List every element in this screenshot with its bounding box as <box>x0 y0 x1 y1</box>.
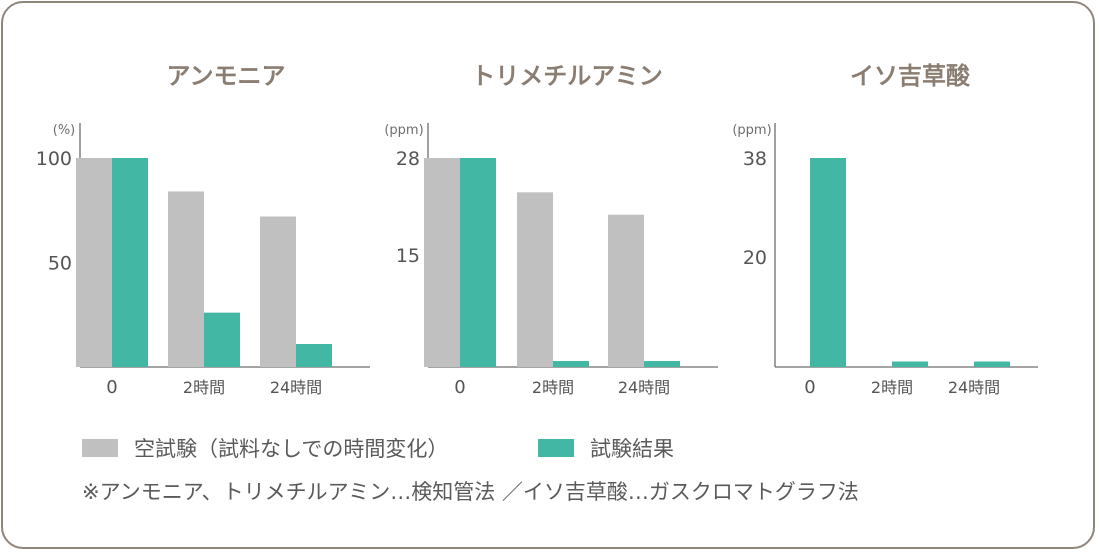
bar-charts: アンモニア (%) 100 50 0 2時間 24時間 トリメチルアミン (ppm) 28 15 0 2… <box>36 62 1038 398</box>
bar-blank <box>608 214 644 367</box>
bar-blank <box>260 216 296 367</box>
bar-result <box>296 344 332 367</box>
bar-result <box>204 312 240 367</box>
y-unit-label: (ppm) <box>384 123 423 138</box>
legend-swatch-result <box>538 439 574 457</box>
bar-result <box>553 361 589 367</box>
bar-result <box>810 158 846 367</box>
y-unit-label: (%) <box>53 123 76 138</box>
y-tick-label: 28 <box>396 148 420 170</box>
legend-result: 試験結果 <box>538 436 674 461</box>
bar-blank <box>517 192 553 367</box>
x-tick-label: 24時間 <box>618 378 670 397</box>
bar-blank <box>76 158 112 367</box>
legend-swatch-blank <box>82 439 118 457</box>
bar-blank <box>168 191 204 367</box>
chart-title: トリメチルアミン <box>471 62 663 90</box>
method-note: ※アンモニア、トリメチルアミン…検知管法 ／イソ吉草酸…ガスクロマトグラフ法 <box>82 480 859 504</box>
chart-title: アンモニア <box>166 62 285 90</box>
y-tick-label: 38 <box>743 148 767 170</box>
y-tick-label: 100 <box>36 148 72 170</box>
bar-result <box>892 361 928 367</box>
bar-result <box>974 361 1010 367</box>
y-unit-label: (ppm) <box>732 123 771 138</box>
bar-result <box>644 361 680 367</box>
y-tick-label: 15 <box>396 245 420 267</box>
x-tick-label: 24時間 <box>270 378 322 397</box>
chart-title: イソ吉草酸 <box>850 62 971 90</box>
x-tick-label: 2時間 <box>183 378 225 397</box>
bar-result <box>112 158 148 367</box>
y-tick-label: 50 <box>48 253 72 275</box>
x-tick-label: 2時間 <box>532 378 574 397</box>
x-tick-label: 0 <box>804 377 815 398</box>
x-tick-label: 0 <box>106 377 117 398</box>
bar-result <box>460 158 496 367</box>
y-tick-label: 20 <box>743 247 767 269</box>
legend-label-blank: 空試験（試料なしでの時間変化） <box>134 437 449 461</box>
legend-label-result: 試験結果 <box>590 437 674 461</box>
x-tick-label: 24時間 <box>948 378 1000 397</box>
x-tick-label: 2時間 <box>871 378 913 397</box>
legend-blank: 空試験（試料なしでの時間変化） <box>82 436 449 461</box>
bar-blank <box>424 158 460 367</box>
x-tick-label: 0 <box>454 377 465 398</box>
